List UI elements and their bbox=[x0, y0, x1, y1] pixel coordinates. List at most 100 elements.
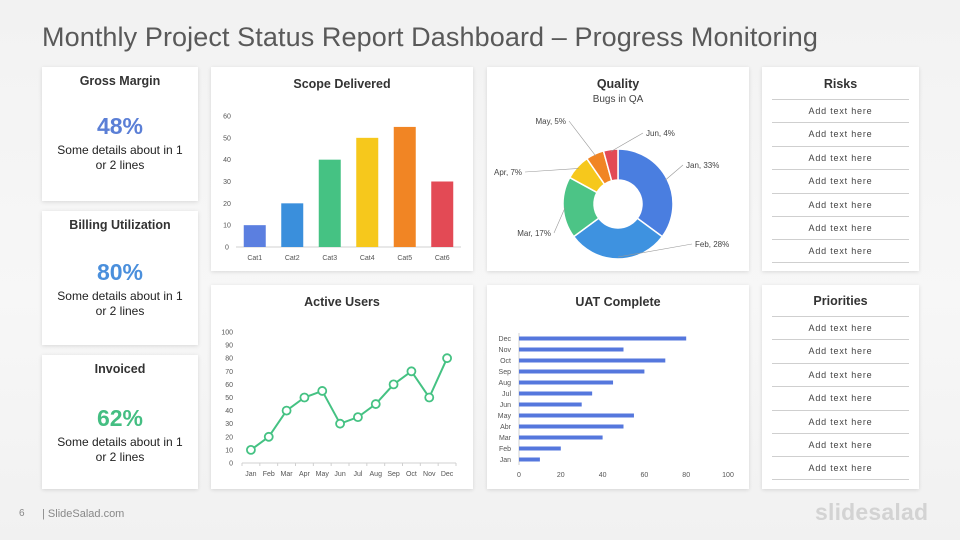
y-tick-label: 0 bbox=[229, 461, 233, 468]
data-point bbox=[263, 431, 274, 442]
risk-item: Add text here bbox=[772, 99, 909, 122]
data-point bbox=[388, 379, 399, 390]
bar bbox=[519, 435, 603, 440]
priority-item: Add text here bbox=[772, 316, 909, 339]
data-point bbox=[424, 392, 435, 403]
leader-line bbox=[610, 132, 644, 152]
bar bbox=[519, 413, 634, 418]
x-tick-label: Apr bbox=[299, 471, 311, 478]
scope-delivered-chart: 0 10 20 30 40 50 60 Cat1 Cat2 Cat3 Cat4 Cat5 Cat6 bbox=[223, 114, 461, 262]
data-point bbox=[246, 444, 256, 455]
x-tick-label: Cat3 bbox=[322, 255, 337, 262]
x-tick-label: Jun bbox=[334, 471, 345, 478]
y-tick-label: 70 bbox=[225, 369, 233, 376]
x-tick-label: Jan bbox=[245, 471, 256, 478]
x-tick-label: Oct bbox=[406, 471, 417, 478]
bar bbox=[431, 181, 454, 247]
x-tick-label: Cat5 bbox=[397, 255, 412, 262]
risks-title: Risks bbox=[823, 77, 858, 91]
priority-item: Add text here bbox=[772, 432, 909, 456]
y-tick-label: 60 bbox=[225, 382, 233, 389]
priorities-title: Priorities bbox=[813, 294, 868, 308]
donut-slice bbox=[617, 148, 674, 238]
x-tick-label: Feb bbox=[263, 471, 275, 478]
bar bbox=[519, 380, 614, 385]
chart-title: UAT Complete bbox=[575, 295, 661, 309]
y-tick-label: 90 bbox=[225, 343, 233, 350]
bar bbox=[318, 159, 341, 247]
active-users-chart: 0 10 20 30 40 50 60 70 80 90 100 Jan Feb Mar Apr May Jun… bbox=[221, 330, 457, 478]
quality-donut-chart: Jan, 33% Feb, 28% Mar, 17% Apr, 7% May, 5% Ju… bbox=[494, 117, 729, 260]
y-tick-label: Jun bbox=[500, 402, 511, 409]
x-tick-label: 100 bbox=[722, 472, 734, 479]
page-title: Monthly Project Status Report Dashboard … bbox=[42, 22, 818, 52]
risk-item: Add text here bbox=[772, 122, 909, 145]
y-tick-label: Sep bbox=[499, 369, 512, 376]
kpi-value: 80% bbox=[96, 259, 144, 285]
priorities-list: Add text here Add text here Add text her… bbox=[772, 316, 909, 480]
y-tick-label: 50 bbox=[223, 135, 231, 142]
kpi-detail: Some details about in 1 or 2 lines bbox=[57, 289, 183, 318]
series-line bbox=[250, 357, 448, 451]
risks-list: Add text here Add text here Add text her… bbox=[772, 99, 909, 263]
bar bbox=[519, 424, 624, 429]
y-tick-label: 10 bbox=[225, 447, 233, 454]
y-tick-label: 100 bbox=[221, 330, 233, 337]
data-point bbox=[406, 366, 417, 377]
priority-item: Add text here bbox=[772, 456, 909, 480]
leader-line bbox=[524, 168, 579, 173]
y-tick-label: 20 bbox=[223, 201, 231, 208]
scope-delivered-card: Scope Delivered 0 10 20 30 40 50 60 Cat1 Cat2 Cat… bbox=[211, 67, 473, 271]
y-tick-label: May bbox=[498, 413, 512, 420]
risk-item: Add text here bbox=[772, 215, 909, 239]
priority-item: Add text here bbox=[772, 339, 909, 362]
leader-line bbox=[617, 243, 693, 258]
bar bbox=[393, 126, 416, 247]
y-tick-label: 80 bbox=[225, 356, 233, 363]
y-tick-label: 10 bbox=[223, 223, 231, 230]
x-tick-label: 60 bbox=[641, 472, 649, 479]
footer-brand: | SlideSalad.com bbox=[42, 508, 125, 520]
y-tick-label: Feb bbox=[499, 446, 511, 453]
chart-subtitle: Bugs in QA bbox=[592, 94, 644, 105]
leader-line bbox=[553, 207, 566, 234]
slice-data-label: Jun, 4% bbox=[646, 129, 675, 138]
y-tick-label: Nov bbox=[499, 347, 512, 354]
slice-data-label: Jan, 33% bbox=[686, 161, 719, 170]
x-tick-label: 0 bbox=[517, 472, 521, 479]
bar bbox=[519, 457, 540, 462]
slidesalad-logo: slidesalad bbox=[815, 499, 929, 525]
priority-item: Add text here bbox=[772, 409, 909, 433]
priorities-card: Priorities Add text here Add text here A… bbox=[762, 285, 919, 489]
kpi-card-gross-margin: Gross Margin 48% Some details about in 1… bbox=[42, 67, 198, 201]
x-tick-label: Cat2 bbox=[285, 255, 300, 262]
kpi-title: Gross Margin bbox=[79, 74, 161, 88]
y-tick-label: Jul bbox=[502, 391, 511, 398]
kpi-title: Billing Utilization bbox=[69, 218, 171, 232]
y-tick-label: 0 bbox=[225, 245, 229, 252]
x-tick-label: 40 bbox=[599, 472, 607, 479]
x-tick-label: Dec bbox=[441, 471, 454, 478]
bar bbox=[519, 391, 593, 396]
slice-data-label: Feb, 28% bbox=[695, 240, 729, 249]
chart-title: Active Users bbox=[304, 295, 380, 309]
priority-item: Add text here bbox=[772, 386, 909, 409]
y-tick-label: Aug bbox=[499, 380, 512, 387]
y-tick-label: Oct bbox=[500, 358, 511, 365]
bar bbox=[519, 369, 645, 374]
chart-title: Quality bbox=[596, 77, 640, 91]
bar bbox=[519, 402, 582, 407]
x-tick-label: 80 bbox=[682, 472, 690, 479]
kpi-card-billing-utilization: Billing Utilization 80% Some details abo… bbox=[42, 211, 198, 345]
x-tick-label: 20 bbox=[557, 472, 565, 479]
bar bbox=[519, 446, 561, 451]
data-point bbox=[370, 399, 381, 409]
x-tick-label: Jul bbox=[353, 471, 362, 478]
slice-data-label: May, 5% bbox=[535, 117, 566, 126]
bar bbox=[356, 137, 379, 247]
y-tick-label: 50 bbox=[225, 395, 233, 402]
bar bbox=[519, 336, 687, 341]
y-tick-label: 40 bbox=[223, 157, 231, 164]
quality-card: Quality Bugs in QA Jan, 33% Feb, 28% Mar, … bbox=[487, 67, 749, 271]
data-point bbox=[281, 405, 292, 416]
